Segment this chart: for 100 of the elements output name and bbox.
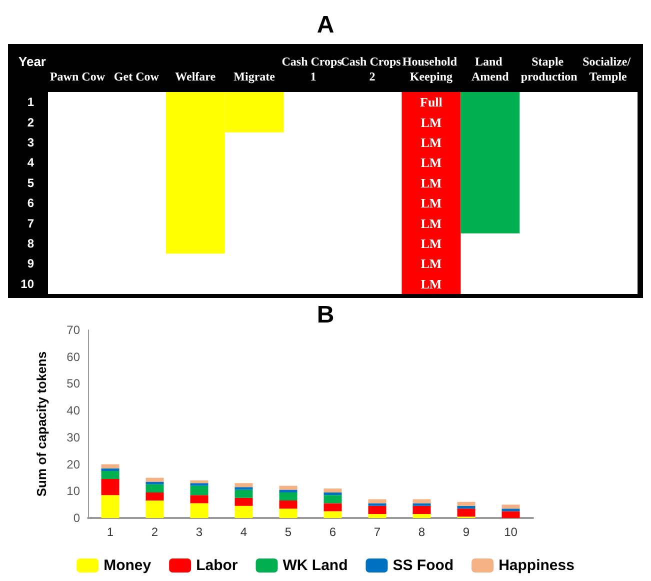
bar xyxy=(324,503,342,512)
bar xyxy=(324,511,342,518)
bar xyxy=(101,495,120,518)
y-tick-label: 50 xyxy=(66,376,80,391)
bar xyxy=(279,500,298,509)
bar xyxy=(457,508,476,517)
y-tick-label: 0 xyxy=(73,511,80,525)
bar xyxy=(234,490,253,498)
annotation: LM xyxy=(420,256,442,272)
bar xyxy=(324,488,342,492)
bar xyxy=(101,464,120,468)
x-tick-label: 8 xyxy=(418,525,426,539)
y-tick-label: 7 xyxy=(27,216,34,230)
bar xyxy=(190,486,208,496)
y-tick-label: 20 xyxy=(66,457,80,472)
bar xyxy=(146,482,164,484)
bar xyxy=(368,514,386,518)
y-tick-label: 8 xyxy=(27,236,34,250)
y-tick-label: 40 xyxy=(66,404,80,418)
bar xyxy=(234,506,253,518)
y-tick-label: 6 xyxy=(27,196,34,210)
x-tick-label: Land Amend xyxy=(471,54,510,84)
annotation: LM xyxy=(420,216,442,231)
legend-label: WK Land xyxy=(282,557,348,574)
bar xyxy=(146,492,164,501)
x-tick-label: 4 xyxy=(240,525,248,539)
y-tick-label: 5 xyxy=(27,176,34,190)
y-tick-label: 70 xyxy=(66,323,80,337)
bar xyxy=(324,495,342,504)
annotation: LM xyxy=(420,175,442,190)
bar xyxy=(279,492,298,501)
bar xyxy=(460,92,520,234)
x-tick-label: 3 xyxy=(196,525,203,539)
legend-label: Happiness xyxy=(498,557,574,574)
chart-title: A xyxy=(316,12,334,38)
x-tick-label: 1 xyxy=(106,525,114,539)
bar xyxy=(368,506,386,514)
bar xyxy=(190,495,208,504)
y-tick-label: 4 xyxy=(27,156,34,170)
x-tick-label: Migrate xyxy=(234,70,276,84)
x-tick-label: 6 xyxy=(329,525,336,539)
bar xyxy=(234,483,253,488)
annotation: LM xyxy=(420,276,442,292)
bar xyxy=(234,487,253,490)
x-tick-label: 2 xyxy=(151,525,158,539)
bar xyxy=(279,486,298,490)
bar xyxy=(101,471,120,480)
bar xyxy=(324,492,342,496)
bar xyxy=(412,506,431,514)
x-tick-label: Cash Crops 2 xyxy=(340,54,404,84)
bar xyxy=(502,511,520,518)
annotation: Full xyxy=(420,94,443,110)
annotation: LM xyxy=(420,236,442,251)
x-tick-label: 10 xyxy=(504,525,518,539)
bar xyxy=(412,499,431,504)
bar xyxy=(412,514,431,518)
bar xyxy=(368,499,386,504)
y-tick-label: 30 xyxy=(66,430,80,444)
bar xyxy=(234,498,253,506)
bar xyxy=(146,500,164,518)
bar xyxy=(190,503,208,518)
bar xyxy=(412,503,431,506)
bar xyxy=(279,508,298,518)
x-tick-label: Socialize/ Temple xyxy=(582,54,634,84)
y-tick-label: 2 xyxy=(27,115,34,130)
legend-label: SS Food xyxy=(392,557,454,574)
annotation: LM xyxy=(420,155,442,170)
x-tick-label: Welfare xyxy=(175,70,216,84)
legend-label: Labor xyxy=(196,557,238,574)
bar xyxy=(279,490,298,492)
annotation: LM xyxy=(420,114,442,130)
x-tick-label: 9 xyxy=(462,525,470,539)
legend-label: Money xyxy=(104,557,152,574)
bar xyxy=(457,506,476,509)
bar xyxy=(190,480,208,484)
y-tick-label: 3 xyxy=(27,136,34,150)
y-tick-label: 10 xyxy=(66,484,80,498)
bar xyxy=(457,502,476,506)
bar xyxy=(101,479,120,496)
bar xyxy=(502,508,520,512)
y-axis-title: Sum of capacity tokens xyxy=(34,351,49,497)
annotation: LM xyxy=(420,196,442,211)
x-tick-label: Household Keeping xyxy=(402,54,460,84)
bar xyxy=(101,468,120,471)
y-tick-label: 10 xyxy=(20,276,34,291)
bar xyxy=(502,504,520,509)
bar xyxy=(146,478,164,482)
bar xyxy=(368,503,386,506)
x-tick-label: Pawn Cow xyxy=(50,70,106,84)
y-tick-label: 60 xyxy=(66,350,80,364)
x-tick-label: Staple production xyxy=(520,54,578,84)
chart-title: B xyxy=(316,302,334,328)
bar xyxy=(190,483,208,486)
annotation: LM xyxy=(420,135,442,150)
y-tick-label: 9 xyxy=(27,256,34,271)
y-axis-title: Year xyxy=(18,54,46,69)
bar xyxy=(146,484,164,492)
x-tick-label: 7 xyxy=(374,525,381,539)
y-tick-label: 1 xyxy=(27,95,34,110)
bar xyxy=(402,92,461,294)
